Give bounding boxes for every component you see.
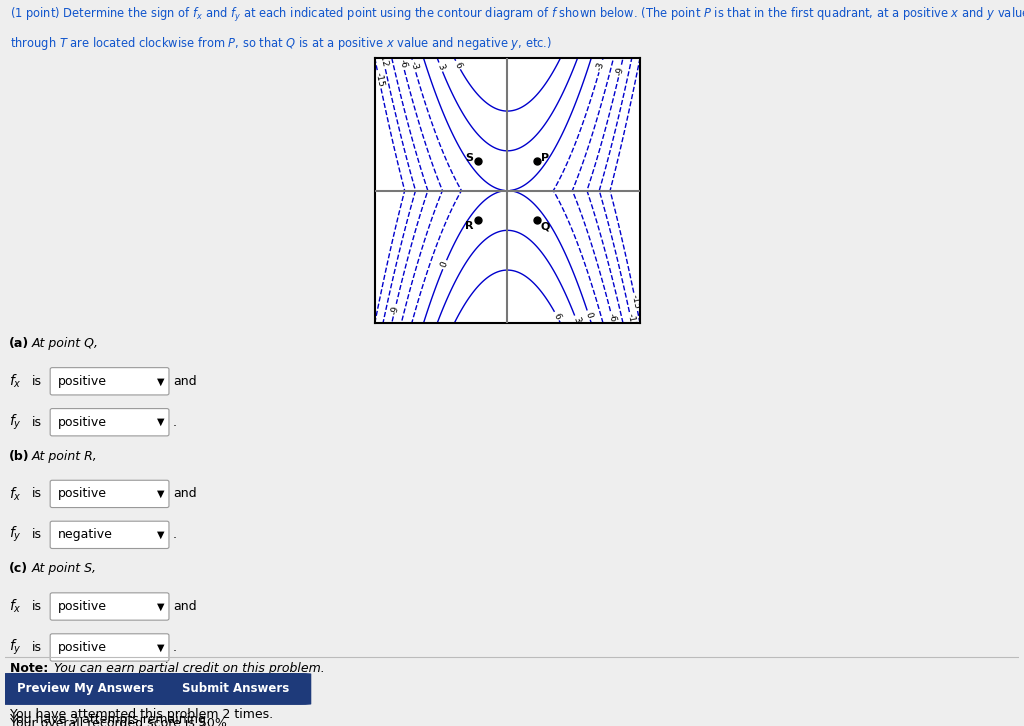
Text: is: is	[32, 600, 42, 613]
Text: At point S,: At point S,	[32, 562, 96, 575]
Text: Q: Q	[541, 221, 550, 232]
Text: is: is	[32, 641, 42, 654]
Text: At point R,: At point R,	[32, 449, 97, 462]
Text: You have attempted this problem 2 times.: You have attempted this problem 2 times.	[10, 708, 273, 721]
Text: You can earn partial credit on this problem.: You can earn partial credit on this prob…	[54, 662, 325, 675]
Text: 6: 6	[552, 311, 562, 321]
FancyBboxPatch shape	[50, 481, 169, 507]
Text: -12: -12	[626, 313, 637, 329]
Text: positive: positive	[58, 487, 108, 500]
Text: $f_y$: $f_y$	[9, 638, 22, 657]
Text: S: S	[465, 153, 473, 163]
FancyBboxPatch shape	[159, 673, 311, 705]
Text: 3: 3	[571, 316, 582, 325]
Text: $f_x$: $f_x$	[9, 597, 22, 615]
Text: is: is	[32, 375, 42, 388]
Text: $f_x$: $f_x$	[9, 485, 22, 502]
Text: through $T$ are located clockwise from $P$, so that $Q$ is at a positive $x$ val: through $T$ are located clockwise from $…	[10, 35, 552, 52]
Text: and: and	[173, 375, 197, 388]
Text: .: .	[173, 416, 177, 429]
Text: You have 3 attempts remaining.: You have 3 attempts remaining.	[10, 713, 210, 726]
Text: .: .	[173, 641, 177, 654]
FancyBboxPatch shape	[50, 593, 169, 620]
Text: -15: -15	[373, 71, 385, 87]
Text: $f_x$: $f_x$	[9, 372, 22, 390]
Text: -9: -9	[389, 305, 400, 316]
Text: ▼: ▼	[157, 489, 164, 499]
Text: -3: -3	[409, 60, 420, 72]
Text: ▼: ▼	[157, 530, 164, 540]
Text: -12: -12	[378, 52, 389, 68]
Text: positive: positive	[58, 375, 108, 388]
Text: -6: -6	[606, 312, 617, 323]
Text: $f_y$: $f_y$	[9, 525, 22, 544]
Text: P: P	[541, 153, 549, 163]
FancyBboxPatch shape	[50, 367, 169, 395]
Text: -6: -6	[397, 58, 409, 69]
Text: ▼: ▼	[157, 417, 164, 427]
Text: (1 point) Determine the sign of $f_x$ and $f_y$ at each indicated point using th: (1 point) Determine the sign of $f_x$ an…	[10, 6, 1024, 24]
Text: Preview My Answers: Preview My Answers	[16, 682, 154, 696]
Text: .: .	[173, 529, 177, 542]
Text: -3: -3	[595, 60, 606, 72]
Text: (a): (a)	[9, 337, 30, 350]
Text: is: is	[32, 416, 42, 429]
Text: positive: positive	[58, 641, 108, 654]
Text: ▼: ▼	[157, 643, 164, 653]
Text: 0: 0	[584, 311, 594, 319]
Text: (c): (c)	[9, 562, 29, 575]
Text: R: R	[465, 221, 473, 232]
Text: negative: negative	[58, 529, 114, 542]
Text: ▼: ▼	[157, 602, 164, 611]
Text: is: is	[32, 487, 42, 500]
FancyBboxPatch shape	[50, 409, 169, 436]
Text: positive: positive	[58, 416, 108, 429]
Text: (b): (b)	[9, 449, 30, 462]
Text: and: and	[173, 600, 197, 613]
Text: Your overall recorded score is 50%.: Your overall recorded score is 50%.	[10, 717, 231, 726]
Text: 6: 6	[453, 60, 463, 70]
Text: $f_y$: $f_y$	[9, 412, 22, 432]
Text: 3: 3	[435, 62, 445, 71]
Text: -9: -9	[614, 65, 626, 76]
Text: Note:: Note:	[10, 662, 53, 675]
Text: 0: 0	[439, 261, 450, 269]
Text: ▼: ▼	[157, 376, 164, 386]
Text: -15: -15	[630, 294, 642, 310]
Text: At point Q,: At point Q,	[32, 337, 98, 350]
FancyBboxPatch shape	[50, 521, 169, 549]
Text: Submit Answers: Submit Answers	[181, 682, 289, 696]
Text: positive: positive	[58, 600, 108, 613]
FancyBboxPatch shape	[50, 634, 169, 661]
FancyBboxPatch shape	[0, 673, 170, 705]
Text: is: is	[32, 529, 42, 542]
Text: and: and	[173, 487, 197, 500]
